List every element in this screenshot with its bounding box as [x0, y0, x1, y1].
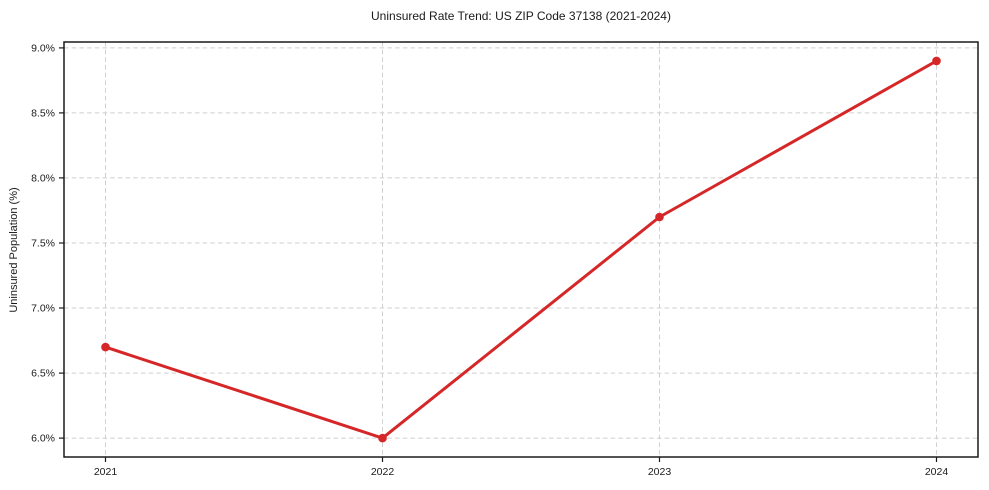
y-tick-label: 6.0% — [31, 433, 55, 445]
y-tick-label: 7.0% — [31, 303, 55, 315]
plot-border — [63, 41, 979, 458]
y-tick-label: 6.5% — [31, 368, 55, 380]
y-tick-label: 9.0% — [31, 42, 55, 54]
gridlines — [64, 42, 978, 457]
y-tick-label: 8.5% — [31, 107, 55, 119]
chart-title: Uninsured Rate Trend: US ZIP Code 37138 … — [371, 9, 671, 23]
x-tick-label: 2023 — [648, 466, 672, 478]
data-point-markers — [101, 56, 941, 443]
x-tick-label: 2024 — [925, 466, 949, 478]
axis-ticks: 6.0% 6.5% 7.0% 7.5% 8.0% 8.5% 9.0% 2021 2022 2023… — [31, 42, 948, 478]
data-point-marker — [655, 212, 664, 222]
y-tick-label: 7.5% — [31, 238, 55, 250]
data-point-marker — [932, 56, 941, 66]
y-tick-label: 8.0% — [31, 172, 55, 184]
x-tick-label: 2022 — [371, 466, 395, 478]
trend-line — [104, 59, 938, 440]
x-tick-label: 2021 — [94, 466, 118, 478]
data-point-marker — [378, 433, 387, 443]
data-point-marker — [101, 342, 110, 352]
